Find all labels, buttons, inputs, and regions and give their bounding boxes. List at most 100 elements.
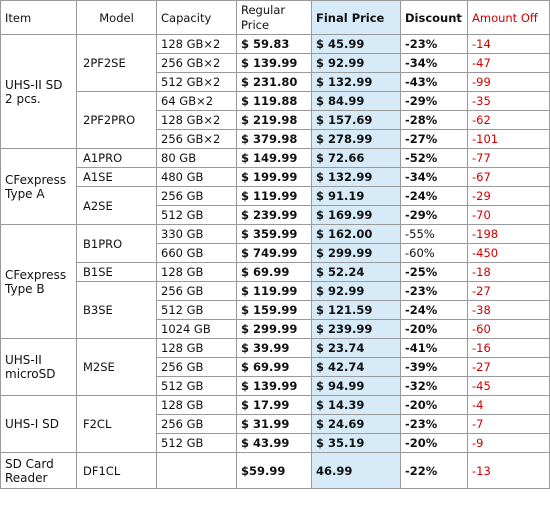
amount-off-cell: -29 <box>467 186 550 206</box>
table-row: UHS-I SD F2CL 128 GB $ 17.99 $ 14.39 -20% -4 <box>0 395 550 453</box>
table-row: 256 GB $ 31.99 $ 24.69 -23% -7 <box>1 414 550 434</box>
amount-off-cell: -35 <box>467 91 550 111</box>
capacity-cell: 330 GB <box>156 224 237 244</box>
final-price-cell: $ 72.66 <box>311 148 401 168</box>
regular-price-cell: $ 17.99 <box>236 395 312 415</box>
regular-price-cell: $ 199.99 <box>236 167 312 187</box>
amount-off-cell: -70 <box>467 205 550 225</box>
capacity-cell: 1024 GB <box>156 319 237 339</box>
capacity-cell: 512 GB <box>156 205 237 225</box>
amount-off-cell: -60 <box>467 319 550 339</box>
header-regular-price: Regular Price <box>236 0 312 35</box>
regular-price-cell: $ 59.83 <box>236 34 312 54</box>
regular-price-cell: $ 359.99 <box>236 224 312 244</box>
amount-off-cell: -4 <box>467 395 550 415</box>
discount-cell: -39% <box>400 357 468 377</box>
discount-cell: -55% <box>400 224 468 244</box>
table-row: B1SE 128 GB $ 69.99 $ 52.24 -25% -18 <box>1 262 550 282</box>
capacity-cell: 512 GB <box>156 376 237 396</box>
table-row: A2SE 256 GB $ 119.99 $ 91.19 -24% -29 <box>1 186 550 225</box>
regular-price-cell: $ 69.99 <box>236 262 312 282</box>
regular-price-cell: $ 119.88 <box>236 91 312 111</box>
header-model: Model <box>76 0 157 35</box>
table-row: B3SE 256 GB $ 119.99 $ 92.99 -23% -27 <box>1 281 550 339</box>
table-body: UHS-II SD 2 pcs. 2PF2SE 128 GB×2 $ 59.83 $ 4… <box>0 34 550 489</box>
regular-price-cell: $ 119.99 <box>236 186 312 206</box>
final-price-cell: $ 24.69 <box>311 414 401 434</box>
capacity-cell: 512 GB×2 <box>156 72 237 92</box>
table-row: CFexpress Type A A1PRO 80 GB $ 149.99 $ 72.6… <box>0 148 550 225</box>
regular-price-cell: $ 749.99 <box>236 243 312 263</box>
final-price-cell: $ 132.99 <box>311 72 401 92</box>
final-price-cell: $ 35.19 <box>311 433 401 453</box>
table-row: 1024 GB $ 299.99 $ 239.99 -20% -60 <box>1 319 550 339</box>
regular-price-cell: $ 219.98 <box>236 110 312 130</box>
table-row: CFexpress Type B B1PRO 330 GB $ 359.99 $ 162… <box>0 224 550 339</box>
item-cell: SD Card Reader <box>0 452 77 489</box>
amount-off-cell: -62 <box>467 110 550 130</box>
table-row: 256 GB $ 69.99 $ 42.74 -39% -27 <box>1 357 550 377</box>
regular-price-cell: $ 39.99 <box>236 338 312 358</box>
amount-off-cell: -38 <box>467 300 550 320</box>
final-price-cell: $ 132.99 <box>311 167 401 187</box>
final-price-cell: 46.99 <box>311 452 401 489</box>
regular-price-cell: $ 149.99 <box>236 148 312 168</box>
model-cell: A1SE <box>76 167 157 187</box>
regular-price-cell: $59.99 <box>236 452 312 489</box>
item-cell: CFexpress Type A <box>0 148 77 225</box>
table-row: SD Card Reader DF1CL $59.99 46.99 -22% -13 <box>0 452 550 489</box>
regular-price-cell: $ 239.99 <box>236 205 312 225</box>
final-price-cell: $ 52.24 <box>311 262 401 282</box>
model-cell: B1PRO <box>76 224 157 263</box>
final-price-cell: $ 278.99 <box>311 129 401 149</box>
capacity-cell: 256 GB <box>156 414 237 434</box>
final-price-cell: $ 14.39 <box>311 395 401 415</box>
model-cell: 2PF2PRO <box>76 91 157 149</box>
discount-cell: -27% <box>400 129 468 149</box>
amount-off-cell: -67 <box>467 167 550 187</box>
discount-cell: -20% <box>400 433 468 453</box>
discount-cell: -23% <box>400 414 468 434</box>
amount-off-cell: -77 <box>467 148 550 168</box>
table-row: 128 GB×2 $ 219.98 $ 157.69 -28% -62 <box>1 110 550 130</box>
regular-price-cell: $ 139.99 <box>236 53 312 73</box>
regular-price-cell: $ 379.98 <box>236 129 312 149</box>
final-price-cell: $ 23.74 <box>311 338 401 358</box>
capacity-cell: 80 GB <box>156 148 237 168</box>
capacity-cell: 256 GB×2 <box>156 53 237 73</box>
table-row: A1SE 480 GB $ 199.99 $ 132.99 -34% -67 <box>1 167 550 187</box>
model-cell: 2PF2SE <box>76 34 157 92</box>
final-price-cell: $ 157.69 <box>311 110 401 130</box>
header-item: Item <box>0 0 77 35</box>
amount-off-cell: -9 <box>467 433 550 453</box>
capacity-cell: 256 GB <box>156 281 237 301</box>
capacity-cell: 128 GB×2 <box>156 110 237 130</box>
final-price-cell: $ 92.99 <box>311 53 401 73</box>
amount-off-cell: -45 <box>467 376 550 396</box>
final-price-cell: $ 121.59 <box>311 300 401 320</box>
discount-cell: -29% <box>400 205 468 225</box>
capacity-cell: 512 GB <box>156 433 237 453</box>
capacity-cell: 256 GB×2 <box>156 129 237 149</box>
item-cell: UHS-II microSD <box>0 338 77 396</box>
discount-cell: -24% <box>400 186 468 206</box>
amount-off-cell: -27 <box>467 281 550 301</box>
discount-cell: -22% <box>400 452 468 489</box>
header-amount-off: Amount Off <box>467 0 550 35</box>
capacity-cell: 128 GB <box>156 338 237 358</box>
item-cell: UHS-I SD <box>0 395 77 453</box>
final-price-cell: $ 299.99 <box>311 243 401 263</box>
final-price-cell: $ 239.99 <box>311 319 401 339</box>
header-discount: Discount <box>400 0 468 35</box>
amount-off-cell: -14 <box>467 34 550 54</box>
price-table: Item Model Capacity Regular Price Final … <box>0 0 550 489</box>
amount-off-cell: -16 <box>467 338 550 358</box>
model-cell: B1SE <box>76 262 157 282</box>
capacity-cell: 512 GB <box>156 300 237 320</box>
discount-cell: -24% <box>400 300 468 320</box>
table-row: 512 GB $ 43.99 $ 35.19 -20% -9 <box>1 433 550 453</box>
table-row: 512 GB $ 159.99 $ 121.59 -24% -38 <box>1 300 550 320</box>
header-capacity: Capacity <box>156 0 237 35</box>
final-price-cell: $ 45.99 <box>311 34 401 54</box>
table-row: 660 GB $ 749.99 $ 299.99 -60% -450 <box>1 243 550 263</box>
